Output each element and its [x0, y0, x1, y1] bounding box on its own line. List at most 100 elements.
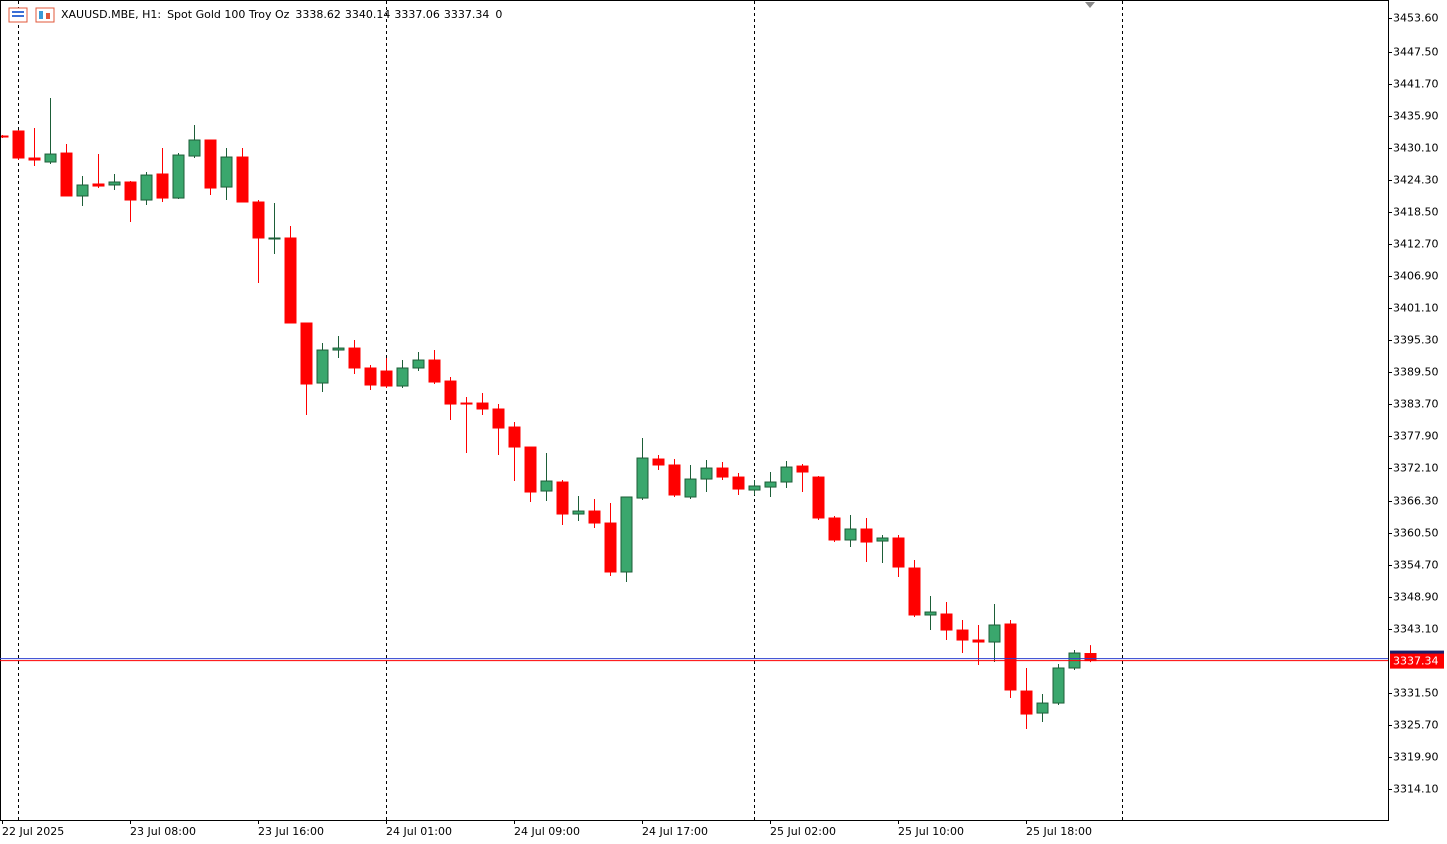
candle-body	[268, 237, 281, 240]
candle-body	[316, 349, 329, 384]
x-tick-label: 23 Jul 16:00	[258, 825, 324, 838]
candle-body	[28, 157, 41, 161]
candle-body	[924, 611, 937, 616]
candle-body	[716, 467, 729, 478]
candle-body	[844, 528, 857, 541]
y-tick-label: 3441.70	[1393, 78, 1439, 91]
candle-body	[300, 322, 313, 385]
candle-body	[492, 408, 505, 429]
icon	[46, 13, 50, 19]
candle-body	[828, 517, 841, 541]
candle-body	[284, 237, 297, 324]
candle-body	[1020, 690, 1033, 715]
y-tick-label: 3424.30	[1393, 174, 1439, 187]
candle-body	[188, 139, 201, 157]
y-tick-label: 3418.50	[1393, 206, 1439, 219]
candle-body	[684, 478, 697, 498]
plot-frame	[0, 0, 1389, 821]
candle-body	[908, 567, 921, 616]
candle-body	[220, 156, 233, 188]
y-tick-label: 3406.90	[1393, 270, 1439, 283]
candle-body	[412, 359, 425, 369]
candle-body	[476, 402, 489, 410]
y-tick-label: 3354.70	[1393, 559, 1439, 572]
candle-body	[556, 481, 569, 515]
y-tick-label: 3435.90	[1393, 110, 1439, 123]
y-tick-label: 3447.50	[1393, 46, 1439, 59]
candle-body	[92, 183, 105, 187]
candle-body	[748, 485, 761, 491]
candle-body	[204, 139, 217, 189]
candle-body	[460, 402, 473, 405]
candle-body	[396, 367, 409, 387]
header-low: 3337.06	[394, 8, 440, 21]
candle-body	[1084, 653, 1097, 662]
candle-body	[380, 370, 393, 387]
y-tick-label: 3377.90	[1393, 430, 1439, 443]
candle-body	[572, 510, 585, 515]
candle-body	[988, 624, 1001, 643]
header-volume: 0	[495, 8, 502, 21]
candle-body	[796, 465, 809, 473]
x-tick-label: 23 Jul 08:00	[130, 825, 196, 838]
candle-body	[236, 156, 249, 203]
y-tick-label: 3366.30	[1393, 495, 1439, 508]
icon	[35, 7, 55, 23]
price-tag	[1390, 653, 1444, 669]
header-close: 3337.34	[444, 8, 490, 21]
candle-body	[1004, 623, 1017, 691]
y-tick-label: 3314.10	[1393, 783, 1439, 796]
candle-body	[172, 154, 185, 199]
header-icons	[8, 7, 55, 23]
x-tick-label: 24 Jul 01:00	[386, 825, 452, 838]
y-tick-label: 3430.10	[1393, 142, 1439, 155]
candle-body	[604, 522, 617, 573]
candle-body	[348, 347, 361, 369]
candle-body	[780, 466, 793, 483]
candle-body	[140, 174, 153, 201]
x-tick-label: 24 Jul 09:00	[514, 825, 580, 838]
candle-body	[428, 359, 441, 383]
candle-body	[252, 201, 265, 239]
description: Spot Gold 100 Troy Oz	[167, 8, 290, 21]
candle-body	[1052, 667, 1065, 704]
candle-body	[508, 426, 521, 448]
icon	[12, 15, 24, 17]
icon	[12, 11, 24, 13]
candle-body	[332, 347, 345, 351]
candle-body	[1036, 702, 1049, 714]
candle-body	[956, 629, 969, 641]
candle-body	[76, 184, 89, 197]
candle-body	[44, 153, 57, 163]
y-tick-label: 3360.50	[1393, 527, 1439, 540]
y-tick-label: 3383.70	[1393, 398, 1439, 411]
header-open: 3338.62	[295, 8, 341, 21]
price-tag-label: 3337.34	[1393, 655, 1439, 668]
candle-body	[620, 496, 633, 573]
y-tick-label: 3412.70	[1393, 238, 1439, 251]
y-tick-label: 3343.10	[1393, 623, 1439, 636]
header-high: 3340.14	[345, 8, 391, 21]
x-tick-label: 24 Jul 17:00	[642, 825, 708, 838]
candle-body	[876, 537, 889, 542]
y-tick-label: 3389.50	[1393, 366, 1439, 379]
y-tick-label: 3331.50	[1393, 687, 1439, 700]
candle-body	[540, 480, 553, 492]
x-tick-label: 22 Jul 2025	[2, 825, 64, 838]
icon	[39, 11, 43, 19]
candle-body	[972, 639, 985, 643]
candle-body	[12, 130, 25, 159]
ask-tag	[1390, 650, 1444, 655]
candle-body	[652, 458, 665, 466]
y-tick-label: 3319.90	[1393, 751, 1439, 764]
y-tick-label: 3348.90	[1393, 591, 1439, 604]
candle-body	[124, 181, 137, 201]
candle-body	[1, 135, 9, 138]
symbol: XAUUSD.MBE, H1:	[61, 8, 161, 21]
candle-body	[700, 467, 713, 480]
x-tick-label: 25 Jul 10:00	[898, 825, 964, 838]
x-tick-label: 25 Jul 02:00	[770, 825, 836, 838]
candle-body	[860, 528, 873, 543]
y-tick-label: 3401.10	[1393, 302, 1439, 315]
chart-header: XAUUSD.MBE, H1: Spot Gold 100 Troy Oz 3338…	[61, 8, 502, 21]
